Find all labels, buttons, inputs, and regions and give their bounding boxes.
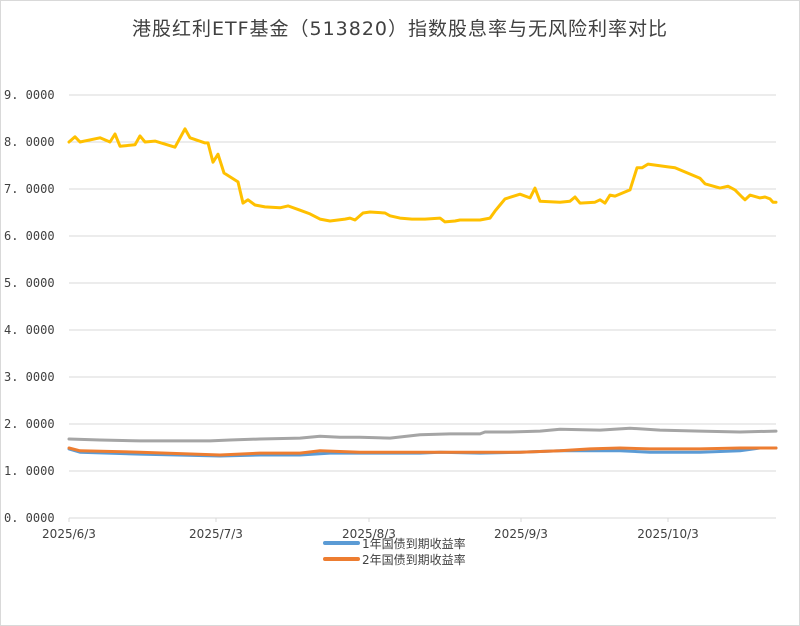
y-tick-label: 9. 0000 — [4, 88, 55, 102]
y-tick-label: 7. 0000 — [4, 182, 55, 196]
y-tick-label: 0. 0000 — [4, 511, 55, 525]
x-tick-label: 2025/6/3 — [42, 527, 96, 541]
y-tick-label: 2. 0000 — [4, 417, 55, 431]
x-tick-label: 2025/8/3 — [342, 527, 396, 541]
x-tick-label: 2025/7/3 — [189, 527, 243, 541]
gridlines — [69, 94, 776, 519]
legend-label: 2年国债到期收益率 — [362, 552, 466, 567]
series-line — [67, 127, 778, 224]
y-tick-label: 6. 0000 — [4, 229, 55, 243]
y-tick-label: 8. 0000 — [4, 135, 55, 149]
y-tick-label: 1. 0000 — [4, 464, 55, 478]
series-line — [67, 426, 778, 443]
x-tick-label: 2025/9/3 — [494, 527, 548, 541]
x-tick-label: 2025/10/3 — [637, 527, 699, 541]
legend-label: 1年国债到期收益率 — [362, 536, 466, 551]
y-tick-label: 3. 0000 — [4, 370, 55, 384]
y-tick-label: 5. 0000 — [4, 276, 55, 290]
x-axis: 2025/6/3 2025/7/3 2025/8/3 2025/9/3 2025/10/… — [42, 518, 699, 541]
series-lines — [67, 127, 778, 458]
y-tick-label: 4. 0000 — [4, 323, 55, 337]
chart-title: 港股红利ETF基金（513820）指数股息率与无风险利率对比 — [131, 18, 669, 40]
series-line — [67, 446, 778, 457]
y-axis: 0. 0000 1. 0000 2. 0000 3. 0000 4. 0000 5. 00… — [4, 88, 55, 525]
